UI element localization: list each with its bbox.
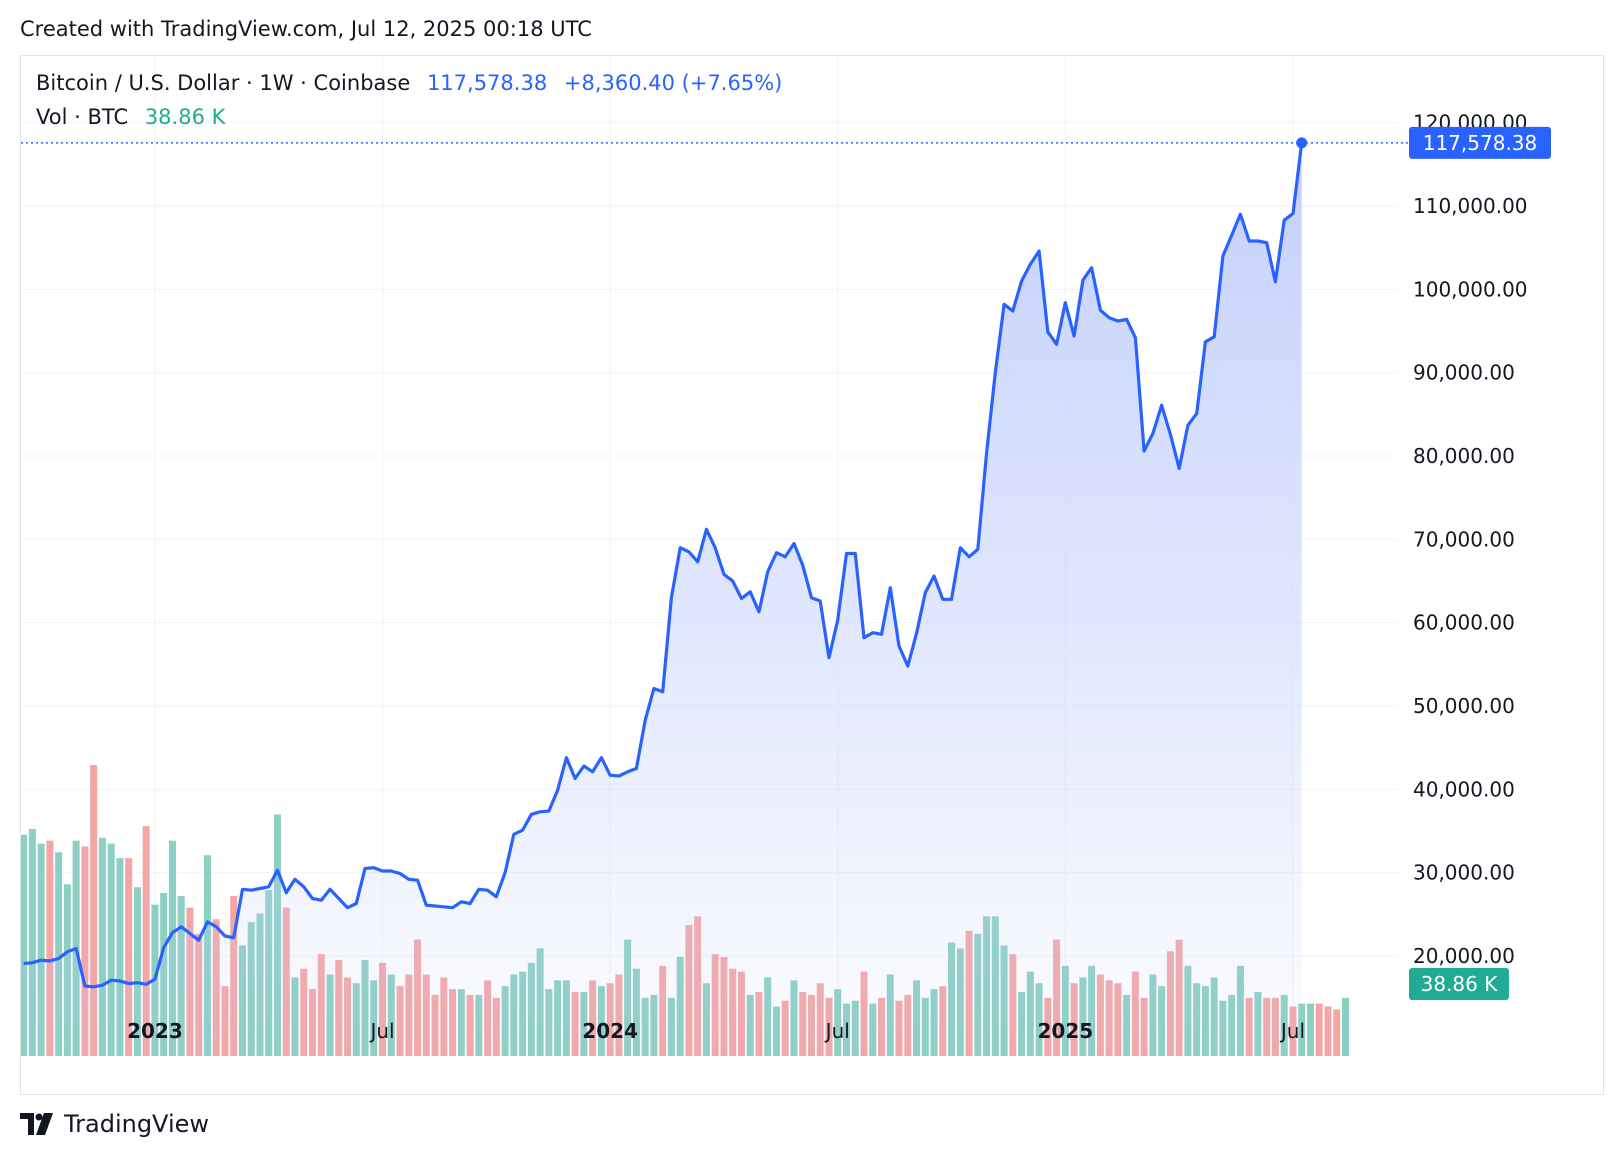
legend-main: Bitcoin / U.S. Dollar · 1W · Coinbase 11…: [36, 71, 782, 95]
volume-bar: [107, 843, 115, 1056]
volume-bar: [46, 840, 54, 1056]
volume-bar: [1341, 997, 1349, 1056]
volume-bar: [142, 826, 150, 1056]
volume-tag-box: [1409, 968, 1509, 1000]
legend-change: +8,360.40 (+7.65%): [563, 71, 783, 95]
volume-bar: [1306, 1003, 1314, 1056]
volume-bar: [125, 858, 133, 1056]
volume-bar: [28, 829, 36, 1056]
volume-bar: [1315, 1003, 1323, 1056]
price-area-fill: [23, 142, 1302, 1056]
price-tags: 117,578.38 38.86 K: [21, 126, 1551, 1000]
price-tag-box: [1409, 126, 1551, 159]
x-tick-label: Jul: [368, 1019, 394, 1043]
volume-bar: [98, 837, 106, 1056]
volume-bar: [116, 858, 124, 1056]
volume-bar: [21, 834, 28, 1056]
axes: 120,000.00110,000.00100,000.0090,000.008…: [127, 111, 1527, 1043]
volume-bar: [1324, 1006, 1332, 1056]
volume-bar: [1298, 1003, 1306, 1056]
y-tick-label: 80,000.00: [1413, 444, 1515, 468]
volume-bar: [1333, 1009, 1341, 1056]
volume-bar: [37, 843, 45, 1056]
tradingview-logo[interactable]: TradingView: [20, 1110, 209, 1138]
y-tick-label: 90,000.00: [1413, 361, 1515, 385]
legend-volume-value: 38.86 K: [144, 105, 226, 129]
volume-bar: [81, 846, 89, 1056]
y-tick-label: 100,000.00: [1413, 277, 1528, 301]
volume-bar: [133, 887, 141, 1056]
y-tick-label: 60,000.00: [1413, 611, 1515, 635]
price-tag-label: 117,578.38: [1423, 131, 1538, 155]
x-tick-label: 2025: [1038, 1019, 1094, 1043]
legend-symbol: Bitcoin / U.S. Dollar · 1W · Coinbase: [36, 71, 411, 95]
y-tick-label: 30,000.00: [1413, 861, 1515, 885]
price-line: [23, 142, 1304, 989]
price-area: [23, 142, 1304, 1056]
y-tick-label: 20,000.00: [1413, 944, 1515, 968]
tradingview-logo-text: TradingView: [64, 1110, 210, 1138]
x-tick-label: 2023: [127, 1019, 183, 1043]
x-tick-label: Jul: [824, 1019, 850, 1043]
x-tick-label: 2024: [582, 1019, 638, 1043]
chart-frame[interactable]: [20, 55, 1604, 1095]
y-tick-label: 70,000.00: [1413, 527, 1515, 551]
y-tick-label: 110,000.00: [1413, 194, 1528, 218]
volume-tag-label: 38.86 K: [1421, 972, 1499, 996]
y-tick-label: 50,000.00: [1413, 694, 1515, 718]
volume-bar: [55, 852, 63, 1056]
last-price-dot: [1296, 137, 1308, 149]
x-tick-label: Jul: [1279, 1019, 1305, 1043]
legend-volume: Vol · BTC 38.86 K: [36, 105, 225, 129]
legend-volume-label: Vol · BTC: [36, 105, 129, 129]
y-tick-label: 40,000.00: [1413, 777, 1515, 801]
credit-text: Created with TradingView.com, Jul 12, 20…: [20, 17, 592, 41]
volume-bar: [90, 765, 98, 1056]
legend-price: 117,578.38: [426, 71, 548, 95]
tradingview-logo-icon: [20, 1113, 53, 1135]
